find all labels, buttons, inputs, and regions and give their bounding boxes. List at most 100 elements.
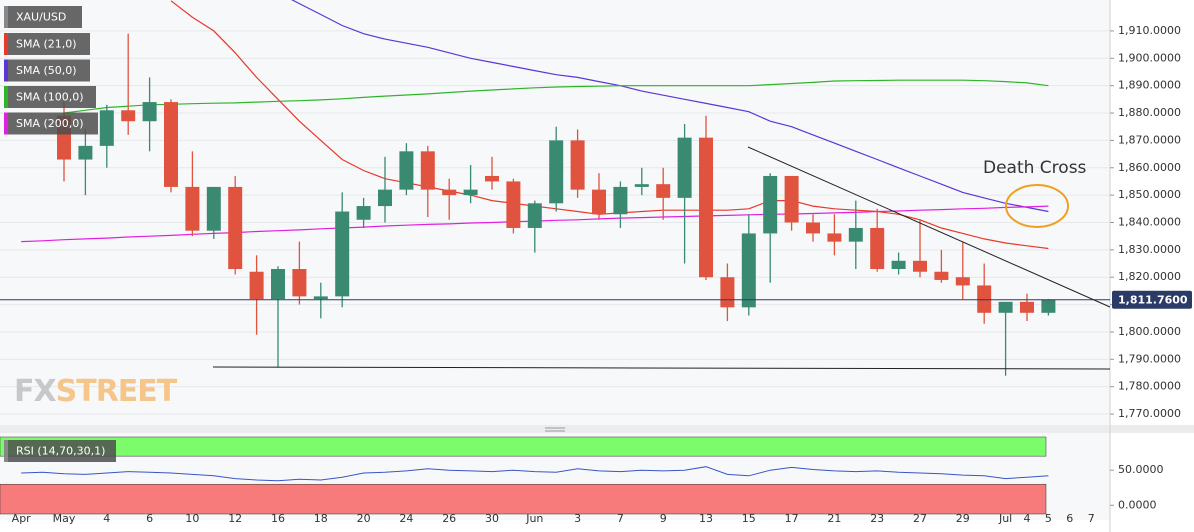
plot-background bbox=[0, 0, 1110, 425]
x-tick-label: 27 bbox=[913, 512, 927, 525]
trend-line bbox=[747, 146, 1111, 308]
candle-body bbox=[1020, 301, 1034, 313]
legend-box bbox=[4, 6, 82, 28]
sma-line bbox=[291, 0, 1049, 213]
x-tick-label: 26 bbox=[442, 512, 456, 525]
legend-swatch bbox=[4, 6, 8, 28]
candle-body bbox=[442, 189, 457, 196]
candle-body bbox=[1041, 299, 1056, 313]
legend-swatch bbox=[4, 112, 8, 135]
rsi-y-tick-label: 50.0000 bbox=[1118, 463, 1164, 476]
x-tick-label: 9 bbox=[660, 512, 667, 525]
y-tick-label: 1,770.0000 bbox=[1118, 407, 1181, 420]
candle-body bbox=[228, 186, 243, 270]
oversold-band bbox=[0, 483, 1047, 515]
support-line bbox=[212, 366, 1111, 370]
legend: XAU/USD SMA (21,0) SMA (50,0) SMA (100,0) SM… bbox=[4, 6, 116, 462]
rsi-marks bbox=[0, 436, 1049, 515]
candle-body bbox=[806, 222, 820, 234]
y-tick-label: 1,870.0000 bbox=[1118, 133, 1181, 146]
x-tick-label: 5 bbox=[1045, 512, 1052, 525]
watermark: FXSTREET bbox=[14, 374, 178, 409]
candle-body bbox=[549, 140, 564, 204]
candle-body bbox=[699, 137, 713, 278]
legend-box bbox=[4, 59, 90, 82]
candle-body bbox=[913, 260, 927, 272]
x-tick-label: 4 bbox=[1024, 512, 1031, 525]
candle-body bbox=[313, 296, 328, 300]
candle-body bbox=[613, 186, 628, 215]
legend-label: XAU/USD bbox=[16, 11, 66, 24]
y-tick-label: 1,800.0000 bbox=[1118, 325, 1181, 338]
candle-body bbox=[527, 203, 542, 228]
y-tick-label: 1,780.0000 bbox=[1118, 380, 1181, 393]
x-tick-label: 6 bbox=[146, 512, 153, 525]
x-tick-label: 7 bbox=[617, 512, 624, 525]
x-tick-label: 17 bbox=[785, 512, 799, 525]
axes: 1,770.0000 1,780.0000 1,790.0000 1,800.0000… bbox=[12, 24, 1192, 525]
x-tick-label: 15 bbox=[742, 512, 756, 525]
candle-body bbox=[677, 137, 692, 198]
x-tick-label: 3 bbox=[574, 512, 581, 525]
legend-label: SMA (200,0) bbox=[16, 117, 84, 130]
candle-body bbox=[741, 233, 756, 308]
candle-body bbox=[78, 145, 93, 160]
candle-body bbox=[891, 260, 906, 270]
candle-body bbox=[955, 277, 970, 286]
death-cross-circle bbox=[1005, 184, 1069, 228]
legend-swatch bbox=[4, 86, 8, 108]
candle-body bbox=[99, 110, 114, 146]
legend-box bbox=[4, 440, 116, 462]
x-tick-label: 7 bbox=[1088, 512, 1095, 525]
candle-body bbox=[142, 102, 157, 122]
candle-body bbox=[656, 184, 671, 198]
candle-body bbox=[249, 271, 264, 300]
rsi-line bbox=[21, 466, 1049, 482]
candle-body bbox=[763, 175, 778, 234]
candle-body bbox=[356, 206, 371, 220]
legend-label: RSI (14,70,30,1) bbox=[16, 445, 105, 458]
y-tick-label: 1,900.0000 bbox=[1118, 51, 1181, 64]
annotation: Death Cross bbox=[983, 158, 1087, 178]
legend-swatch bbox=[4, 33, 8, 55]
legend-box bbox=[4, 33, 90, 55]
sma-line bbox=[63, 79, 1049, 114]
candle-body bbox=[848, 227, 863, 242]
legend-swatch bbox=[4, 440, 8, 462]
x-tick-label: 10 bbox=[185, 512, 199, 525]
candle-body bbox=[399, 151, 414, 190]
last-price-box bbox=[1112, 290, 1192, 309]
candle-body bbox=[185, 186, 200, 231]
candle-body bbox=[592, 189, 606, 215]
candle-body bbox=[934, 271, 949, 280]
candle-body bbox=[164, 102, 178, 187]
x-tick-label: 6 bbox=[1066, 512, 1073, 525]
x-tick-label: 24 bbox=[399, 512, 413, 525]
x-tick-label: 18 bbox=[314, 512, 328, 525]
y-tick-label: 1,840.0000 bbox=[1118, 215, 1181, 228]
legend-box bbox=[4, 86, 96, 108]
panel-separator bbox=[0, 425, 1194, 433]
x-tick-label: 21 bbox=[827, 512, 841, 525]
candle-body bbox=[784, 175, 799, 223]
last-price-label: 1,811.7600 bbox=[1118, 293, 1188, 306]
x-tick-label: 30 bbox=[485, 512, 499, 525]
candle-body bbox=[420, 151, 435, 190]
legend-box bbox=[4, 112, 98, 135]
x-tick-label: 4 bbox=[103, 512, 110, 525]
candle-body bbox=[463, 189, 478, 196]
candle-body bbox=[977, 285, 992, 313]
y-tick-label: 1,880.0000 bbox=[1118, 106, 1181, 119]
candle-body bbox=[720, 277, 735, 308]
y-tick-label: 1,910.0000 bbox=[1118, 24, 1181, 37]
candle-body bbox=[121, 110, 136, 122]
legend-label: SMA (21,0) bbox=[16, 38, 77, 51]
watermark-fx: FX bbox=[14, 374, 56, 409]
rsi-y-tick-label: 0.0000 bbox=[1118, 498, 1157, 511]
y-tick-label: 1,830.0000 bbox=[1118, 243, 1181, 256]
y-tick-label: 1,820.0000 bbox=[1118, 270, 1181, 283]
overbought-band bbox=[0, 436, 1047, 457]
y-tick-label: 1,890.0000 bbox=[1118, 79, 1181, 92]
legend-label: SMA (50,0) bbox=[16, 64, 77, 77]
